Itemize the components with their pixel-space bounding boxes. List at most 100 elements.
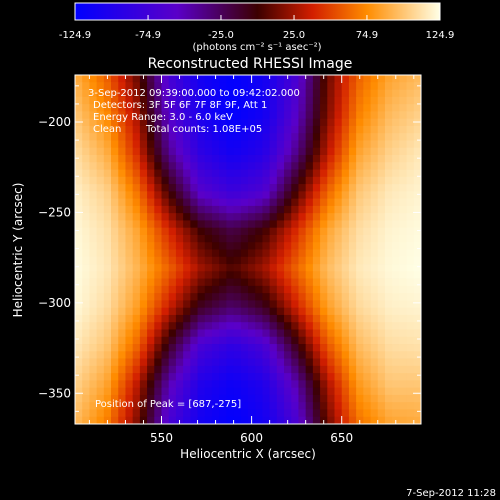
heatmap-cell	[298, 358, 307, 367]
heatmap-cell	[197, 89, 206, 98]
heatmap-cell	[197, 162, 206, 170]
heatmap-cell	[219, 322, 227, 330]
heatmap-cell	[377, 89, 386, 98]
heatmap-cell	[284, 205, 292, 214]
heatmap-cell	[262, 373, 271, 381]
heatmap-cell	[125, 140, 134, 149]
heatmap-cell	[204, 147, 213, 156]
heatmap-cell	[377, 285, 386, 294]
heatmap-cell	[406, 365, 415, 374]
heatmap-cell	[204, 256, 213, 265]
heatmap-cell	[384, 285, 393, 294]
heatmap-cell	[147, 256, 155, 265]
heatmap-cell	[82, 264, 90, 272]
heatmap-cell	[168, 191, 177, 199]
heatmap-cell	[276, 111, 285, 120]
heatmap-cell	[240, 329, 249, 338]
heatmap-cell	[161, 162, 170, 170]
heatmap-cell	[183, 184, 191, 192]
heatmap-cell	[154, 234, 162, 243]
heatmap-cell	[161, 293, 170, 301]
heatmap-cell	[82, 234, 90, 243]
heatmap-cell	[219, 380, 227, 389]
heatmap-cell	[226, 249, 234, 258]
plot-frame	[74, 74, 422, 425]
heatmap-cell	[233, 154, 242, 163]
heatmap-cell	[298, 322, 307, 330]
heatmap-cell	[197, 264, 206, 272]
heatmap-cell	[125, 394, 134, 403]
heatmap-cell	[370, 184, 379, 192]
heatmap-cell	[118, 402, 126, 410]
heatmap-cell	[233, 104, 242, 112]
heatmap-cell	[284, 198, 292, 207]
heatmap-cell	[399, 82, 407, 90]
heatmap-cell	[111, 409, 119, 418]
heatmap-cell	[356, 213, 364, 221]
heatmap-cell	[183, 307, 191, 316]
heatmap-cell	[392, 169, 400, 178]
heatmap-cell	[125, 234, 134, 243]
heatmap-cell	[406, 191, 415, 199]
heatmap-cell	[377, 220, 386, 229]
heatmap-cell	[190, 409, 198, 418]
heatmap-cell	[132, 234, 141, 243]
heatmap-cell	[276, 249, 285, 258]
heatmap-cell	[406, 409, 415, 418]
heatmap-cell	[305, 416, 314, 424]
heatmap-cell	[291, 394, 299, 403]
heatmap-cell	[276, 140, 285, 149]
heatmap-cell	[341, 242, 350, 250]
heatmap-cell	[132, 380, 141, 389]
heatmap-cell	[139, 234, 148, 243]
heatmap-cell	[226, 169, 234, 178]
heatmap-cell	[305, 162, 314, 170]
heatmap-cell	[226, 300, 234, 309]
heatmap-cell	[147, 249, 155, 258]
heatmap-cell	[175, 278, 184, 287]
heatmap-cell	[125, 89, 134, 98]
heatmap-cell	[197, 75, 206, 83]
heatmap-cell	[190, 118, 198, 127]
heatmap-cell	[327, 111, 335, 120]
heatmap-cell	[255, 307, 263, 316]
heatmap-cell	[399, 365, 407, 374]
heatmap-cell	[139, 82, 148, 90]
heatmap-cell	[377, 365, 386, 374]
heatmap-cell	[154, 358, 162, 367]
heatmap-cell	[370, 89, 379, 98]
heatmap-cell	[125, 176, 134, 185]
heatmap-cell	[413, 416, 421, 424]
heatmap-cell	[161, 154, 170, 163]
heatmap-cell	[327, 358, 335, 367]
heatmap-cell	[147, 307, 155, 316]
heatmap-cell	[399, 169, 407, 178]
heatmap-cell	[298, 213, 307, 221]
heatmap-cell	[168, 89, 177, 98]
heatmap-cell	[219, 89, 227, 98]
heatmap-cell	[291, 278, 299, 287]
heatmap-cell	[89, 365, 98, 374]
heatmap-cell	[240, 111, 249, 120]
heatmap-cell	[139, 133, 148, 141]
heatmap-cell	[118, 140, 126, 149]
heatmap-cell	[269, 242, 278, 250]
heatmap-cell	[75, 147, 83, 156]
heatmap-cell	[320, 329, 328, 338]
heatmap-cell	[348, 227, 357, 236]
heatmap-cell	[204, 409, 213, 418]
heatmap-cell	[298, 416, 307, 424]
heatmap-cell	[183, 351, 191, 359]
heatmap-cell	[154, 365, 162, 374]
heatmap-cell	[168, 198, 177, 207]
heatmap-cell	[154, 402, 162, 410]
heatmap-cell	[399, 271, 407, 279]
heatmap-cell	[255, 96, 263, 105]
heatmap-cell	[312, 111, 321, 120]
heatmap-cell	[183, 140, 191, 149]
heatmap-cell	[168, 373, 177, 381]
heatmap-cell	[341, 227, 350, 236]
heatmap-cell	[233, 373, 242, 381]
heatmap-cell	[154, 322, 162, 330]
heatmap-cell	[384, 358, 393, 367]
